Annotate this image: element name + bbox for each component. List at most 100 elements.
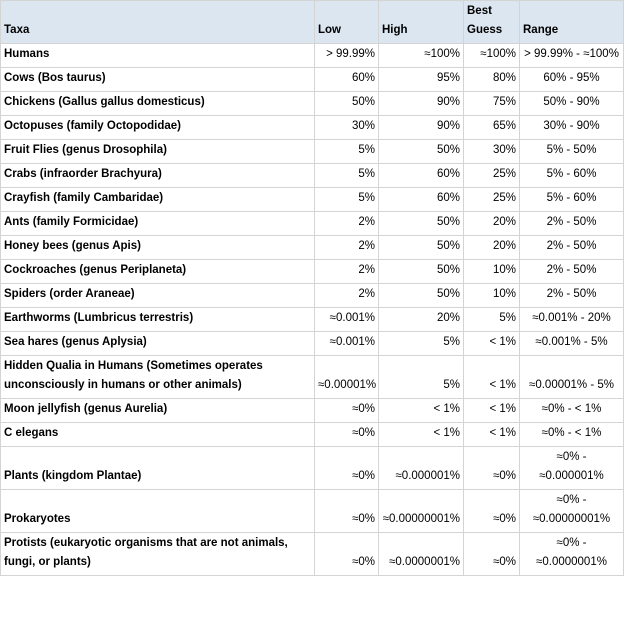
column-header: Taxa: [0, 0, 315, 44]
value-cell: ≈0%: [463, 446, 520, 490]
taxa-cell: Honey bees (genus Apis): [0, 235, 315, 260]
value-cell: 2%: [314, 211, 379, 236]
value-cell: 5%: [463, 307, 520, 332]
value-cell: 20%: [463, 211, 520, 236]
table-row: Cockroaches (genus Periplaneta) 2% 50% 10% 2…: [0, 259, 624, 284]
taxa-cell: Plants (kingdom Plantae): [0, 446, 315, 490]
taxa-cell: Fruit Flies (genus Drosophila): [0, 139, 315, 164]
value-cell: ≈0% - < 1%: [519, 422, 624, 447]
table-row: Spiders (order Araneae) 2% 50% 10% 2% - 50%: [0, 283, 624, 308]
value-cell: 2% - 50%: [519, 211, 624, 236]
value-cell: 95%: [378, 67, 464, 92]
taxa-cell: Cockroaches (genus Periplaneta): [0, 259, 315, 284]
value-cell: 65%: [463, 115, 520, 140]
value-cell: ≈0.001% - 20%: [519, 307, 624, 332]
column-header: Range: [519, 0, 624, 44]
table-row: Plants (kingdom Plantae) ≈0% ≈0.000001% ≈0%…: [0, 446, 624, 490]
value-cell: 5% - 60%: [519, 163, 624, 188]
value-cell: ≈0% - ≈0.00000001%: [519, 489, 624, 533]
taxa-cell: Prokaryotes: [0, 489, 315, 533]
value-cell: 60%: [314, 67, 379, 92]
value-cell: ≈0.000001%: [378, 446, 464, 490]
value-cell: 90%: [378, 115, 464, 140]
table-row: Hidden Qualia in Humans (Sometimes opera…: [0, 355, 624, 399]
value-cell: 30%: [463, 139, 520, 164]
column-header: Best Guess: [463, 0, 520, 44]
value-cell: 50%: [378, 283, 464, 308]
table-row: Protists (eukaryotic organisms that are …: [0, 532, 624, 576]
value-cell: ≈0.00001% - 5%: [519, 355, 624, 399]
value-cell: 20%: [463, 235, 520, 260]
value-cell: 50%: [378, 211, 464, 236]
header-row: Taxa Low High Best Guess Range: [0, 0, 624, 44]
table-row: C elegans ≈0% < 1% < 1% ≈0% - < 1%: [0, 422, 624, 447]
taxa-cell: Humans: [0, 43, 315, 68]
value-cell: 2% - 50%: [519, 235, 624, 260]
table-row: Sea hares (genus Aplysia) ≈0.001% 5% < 1% ≈0…: [0, 331, 624, 356]
value-cell: 25%: [463, 187, 520, 212]
value-cell: 60%: [378, 187, 464, 212]
table-header: Taxa Low High Best Guess Range: [0, 0, 624, 44]
taxa-cell: C elegans: [0, 422, 315, 447]
value-cell: ≈0%: [314, 532, 379, 576]
value-cell: 60% - 95%: [519, 67, 624, 92]
value-cell: < 1%: [463, 422, 520, 447]
value-cell: 5%: [314, 187, 379, 212]
value-cell: ≈0% - ≈0.0000001%: [519, 532, 624, 576]
taxa-cell: Earthworms (Lumbricus terrestris): [0, 307, 315, 332]
value-cell: ≈0.0000001%: [378, 532, 464, 576]
value-cell: 30% - 90%: [519, 115, 624, 140]
value-cell: 5%: [314, 163, 379, 188]
table-row: Earthworms (Lumbricus terrestris) ≈0.001%…: [0, 307, 624, 332]
taxa-cell: Crayfish (family Cambaridae): [0, 187, 315, 212]
table-row: Honey bees (genus Apis) 2% 50% 20% 2% - 50%: [0, 235, 624, 260]
table-row: Crayfish (family Cambaridae) 5% 60% 25% 5% -…: [0, 187, 624, 212]
table-row: Crabs (infraorder Brachyura) 5% 60% 25% 5% -…: [0, 163, 624, 188]
taxa-cell: Octopuses (family Octopodidae): [0, 115, 315, 140]
value-cell: > 99.99%: [314, 43, 379, 68]
value-cell: 50%: [378, 259, 464, 284]
table-row: Ants (family Formicidae) 2% 50% 20% 2% - 50%: [0, 211, 624, 236]
value-cell: < 1%: [378, 398, 464, 423]
table-row: Fruit Flies (genus Drosophila) 5% 50% 30% 5%…: [0, 139, 624, 164]
taxa-cell: Moon jellyfish (genus Aurelia): [0, 398, 315, 423]
value-cell: 2% - 50%: [519, 259, 624, 284]
taxa-cell: Hidden Qualia in Humans (Sometimes opera…: [0, 355, 315, 399]
value-cell: ≈0.001%: [314, 307, 379, 332]
value-cell: 5%: [378, 355, 464, 399]
data-table: Taxa Low High Best Guess Range Humans > 99.99…: [0, 0, 624, 576]
value-cell: ≈0% - ≈0.000001%: [519, 446, 624, 490]
table-row: Cows (Bos taurus) 60% 95% 80% 60% - 95%: [0, 67, 624, 92]
value-cell: 80%: [463, 67, 520, 92]
table-row: Moon jellyfish (genus Aurelia) ≈0% < 1% < 1…: [0, 398, 624, 423]
value-cell: ≈0%: [314, 422, 379, 447]
value-cell: 50%: [378, 139, 464, 164]
value-cell: ≈0% - < 1%: [519, 398, 624, 423]
value-cell: 2% - 50%: [519, 283, 624, 308]
value-cell: 5% - 60%: [519, 187, 624, 212]
value-cell: 2%: [314, 259, 379, 284]
value-cell: ≈0.001% - 5%: [519, 331, 624, 356]
value-cell: 10%: [463, 283, 520, 308]
value-cell: ≈0%: [463, 489, 520, 533]
value-cell: 75%: [463, 91, 520, 116]
value-cell: ≈100%: [463, 43, 520, 68]
taxa-cell: Crabs (infraorder Brachyura): [0, 163, 315, 188]
value-cell: < 1%: [463, 331, 520, 356]
table-row: Chickens (Gallus gallus domesticus) 50% 90…: [0, 91, 624, 116]
value-cell: ≈0%: [314, 398, 379, 423]
taxa-cell: Cows (Bos taurus): [0, 67, 315, 92]
value-cell: ≈100%: [378, 43, 464, 68]
value-cell: ≈0%: [463, 532, 520, 576]
table-row: Humans > 99.99% ≈100% ≈100% > 99.99% - ≈100%: [0, 43, 624, 68]
value-cell: 5%: [378, 331, 464, 356]
value-cell: 5% - 50%: [519, 139, 624, 164]
taxa-cell: Protists (eukaryotic organisms that are …: [0, 532, 315, 576]
table-body: Humans > 99.99% ≈100% ≈100% > 99.99% - ≈100%…: [0, 43, 624, 576]
value-cell: 20%: [378, 307, 464, 332]
value-cell: 60%: [378, 163, 464, 188]
value-cell: 90%: [378, 91, 464, 116]
value-cell: > 99.99% - ≈100%: [519, 43, 624, 68]
value-cell: 10%: [463, 259, 520, 284]
